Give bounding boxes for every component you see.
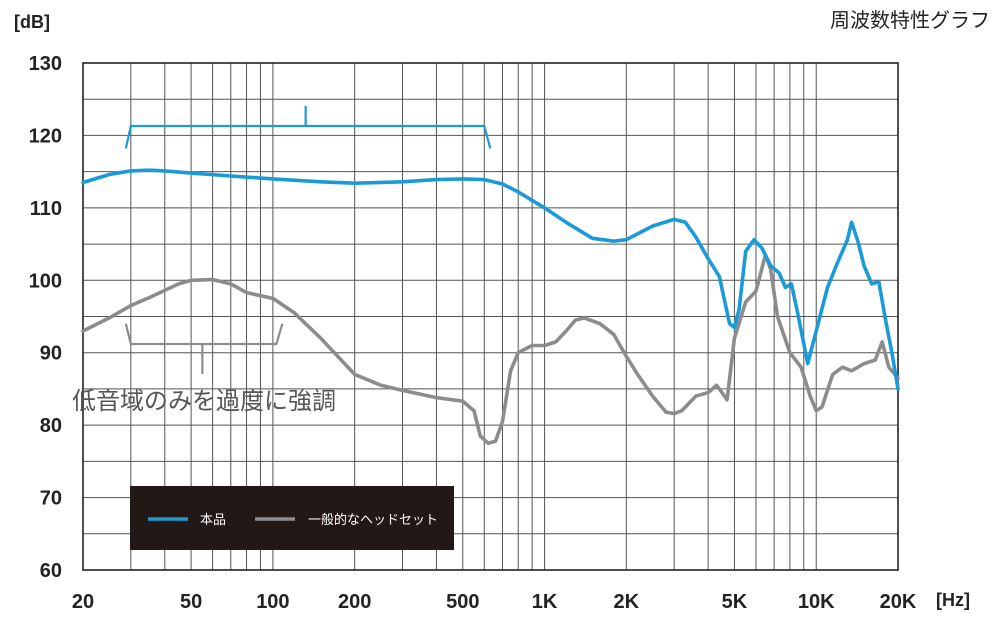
bracket-top [124, 124, 492, 149]
y-tick-label: 100 [29, 270, 62, 292]
x-tick-label: 2K [614, 591, 640, 613]
y-tick-label: 130 [29, 53, 62, 75]
legend-label-1: 一般的なヘッドセット [308, 512, 438, 528]
plot-border [82, 62, 899, 571]
annotation-bass-emphasis: 低音域のみを過度に強調 [72, 387, 336, 415]
y-tick-label: 70 [40, 488, 62, 510]
x-tick-label: 200 [338, 591, 371, 613]
series-line-1 [81, 253, 900, 446]
y-tick-label: 110 [30, 198, 62, 220]
y-tick-label: 60 [40, 560, 62, 582]
x-tick-label: 500 [446, 591, 479, 613]
bracket-markers [124, 106, 492, 375]
y-tick-label: 90 [40, 343, 62, 365]
chart-title: 周波数特性グラフ [830, 8, 990, 32]
x-tick-label: 50 [180, 591, 202, 613]
legend: 本品 一般的なヘッドセット [130, 486, 454, 550]
series-line-0 [81, 168, 900, 391]
series-lines [81, 168, 900, 446]
x-tick-label: 20K [880, 591, 917, 613]
y-tick-label: 80 [40, 415, 62, 437]
tick-labels: 60 70 80 90 100 110 120 130 20 50 100 200 500 1K 2K 5K 1… [29, 53, 917, 613]
x-tick-label: 1K [532, 591, 558, 613]
plot-frame [82, 62, 899, 571]
x-tick-label: 10K [798, 591, 835, 613]
x-tick-label: 5K [722, 591, 748, 613]
legend-label-0: 本品 [200, 513, 226, 528]
x-axis-label: [Hz] [936, 590, 970, 610]
bracket-bottom [124, 323, 284, 346]
y-axis-label: [dB] [14, 12, 50, 32]
x-tick-label: 100 [256, 591, 289, 613]
y-tick-label: 120 [29, 125, 62, 147]
grid [82, 62, 899, 571]
x-tick-label: 20 [72, 591, 94, 613]
